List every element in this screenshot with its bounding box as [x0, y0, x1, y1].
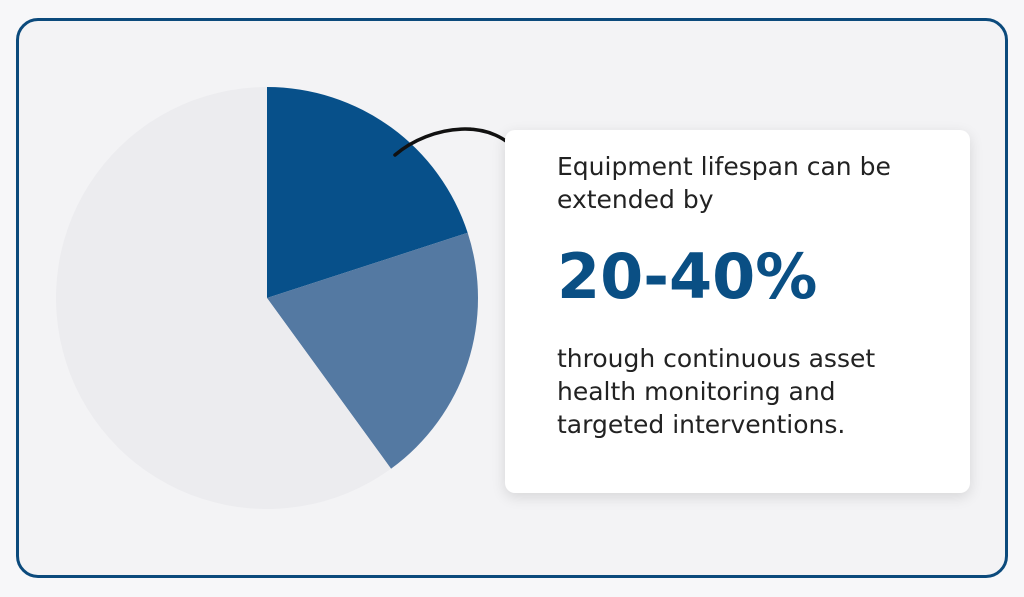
pie-slice [267, 87, 468, 298]
pie-slice [55, 87, 392, 509]
body-text: through continuous asset health monitori… [557, 344, 876, 439]
highlight-text: 20-40% [557, 240, 818, 313]
pie-slice [267, 232, 478, 469]
card: Equipment lifespan can be extended by 20… [505, 130, 970, 493]
intro-text: Equipment lifespan can be extended by [557, 152, 891, 214]
